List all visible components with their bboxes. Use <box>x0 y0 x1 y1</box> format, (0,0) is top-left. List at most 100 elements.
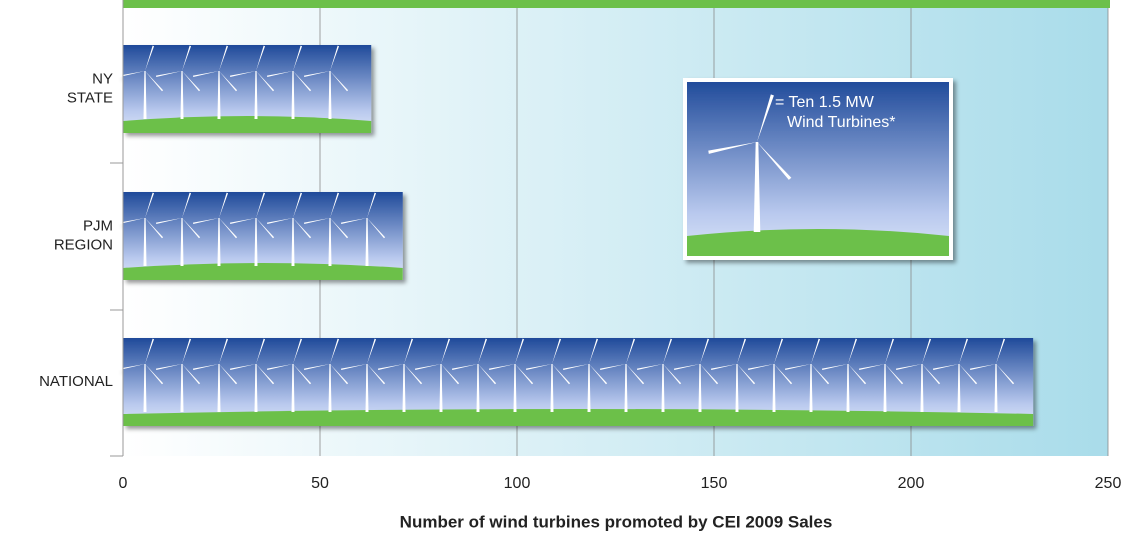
turbine-blade <box>156 364 182 371</box>
turbine-tower <box>143 71 147 119</box>
turbine-blade <box>404 364 423 385</box>
turbine-blade <box>256 218 275 239</box>
x-tick-label: 150 <box>701 475 728 492</box>
turbine-tower <box>328 364 332 412</box>
top-band <box>123 0 1110 8</box>
turbine-blade <box>219 338 229 364</box>
turbine-blade <box>748 364 774 371</box>
bar-ground <box>123 263 403 280</box>
turbine-tower <box>180 218 184 266</box>
turbine-tower <box>217 364 221 412</box>
turbine-blade <box>145 192 155 218</box>
turbine-tower <box>772 364 776 412</box>
turbine-blade <box>515 338 525 364</box>
turbine-blade <box>489 364 515 371</box>
bar-group <box>119 338 1034 426</box>
turbine-blade <box>757 142 792 180</box>
legend-text: = Ten 1.5 MW Wind Turbines* <box>775 94 896 131</box>
turbine-blade <box>811 338 821 364</box>
turbine-blade <box>219 192 229 218</box>
turbine-blade <box>304 364 330 371</box>
turbine-blade <box>330 364 349 385</box>
bar-group <box>119 45 372 133</box>
bar-group <box>119 192 403 280</box>
turbine-tower <box>254 71 258 119</box>
y-tick-label: NY STATE <box>67 70 113 106</box>
x-tick-label: 100 <box>504 475 531 492</box>
turbine-blade <box>182 45 192 71</box>
y-tick-label: PJM REGION <box>54 217 113 253</box>
turbine-blade <box>959 364 978 385</box>
bars <box>119 45 1034 426</box>
turbine-tower <box>476 364 480 412</box>
turbine-blade <box>774 338 784 364</box>
turbine-blade <box>182 71 201 92</box>
turbine-blade <box>145 218 164 239</box>
turbine-tower <box>587 364 591 412</box>
turbine-blade <box>811 364 830 385</box>
turbine-tower <box>254 218 258 266</box>
turbine-blade <box>182 338 192 364</box>
turbine-blade <box>230 364 256 371</box>
y-tick-label: NATIONAL <box>39 373 113 390</box>
turbine-tower <box>753 142 761 232</box>
turbine-blade <box>256 45 266 71</box>
turbine-blade <box>708 142 757 154</box>
turbine-blade <box>859 364 885 371</box>
legend-box <box>683 78 953 260</box>
turbine-blade <box>182 364 201 385</box>
turbine-blade <box>219 364 238 385</box>
turbine-blade <box>959 338 969 364</box>
turbine-blade <box>267 218 293 225</box>
turbine-blade <box>637 364 663 371</box>
turbine-blade <box>757 94 774 142</box>
turbine-blade <box>304 218 330 225</box>
turbine-blade <box>626 364 645 385</box>
turbine-blade <box>256 71 275 92</box>
turbine-blade <box>193 364 219 371</box>
turbine-tower <box>402 364 406 412</box>
turbine-blade <box>822 364 848 371</box>
turbine-blade <box>267 71 293 78</box>
turbine-blade <box>785 364 811 371</box>
turbine-blade <box>933 364 959 371</box>
turbine-blade <box>330 71 349 92</box>
turbine-tower <box>254 364 258 412</box>
x-tick-label: 250 <box>1095 475 1122 492</box>
turbine-blade <box>663 338 673 364</box>
turbine-blade <box>885 364 904 385</box>
turbine-tower <box>291 364 295 412</box>
legend-ground <box>687 229 949 256</box>
turbine-blade <box>415 364 441 371</box>
turbine-blade <box>700 364 719 385</box>
turbine-tower <box>439 364 443 412</box>
turbine-blade <box>341 218 367 225</box>
turbine-tower <box>994 364 998 412</box>
turbine-tower <box>365 218 369 266</box>
turbine-tower <box>143 364 147 412</box>
turbine-blade <box>367 364 386 385</box>
turbine-blade <box>145 71 164 92</box>
turbine-tower <box>328 218 332 266</box>
turbine-blade <box>293 218 312 239</box>
turbine-blade <box>219 71 238 92</box>
turbine-blade <box>774 364 793 385</box>
turbine-tower <box>180 364 184 412</box>
turbine-tower <box>957 364 961 412</box>
turbine-blade <box>182 192 192 218</box>
turbine-blade <box>367 338 377 364</box>
turbine-blade <box>478 364 497 385</box>
turbine-blade <box>330 192 340 218</box>
x-tick-label: 200 <box>898 475 925 492</box>
turbine-tower <box>328 71 332 119</box>
turbine-tower <box>550 364 554 412</box>
turbine-blade <box>700 338 710 364</box>
turbine-blade <box>145 338 155 364</box>
turbine-tower <box>217 218 221 266</box>
turbine-blade <box>563 364 589 371</box>
turbine-blade <box>341 364 367 371</box>
turbine-blade <box>145 45 155 71</box>
bar-ground <box>123 409 1034 426</box>
turbine-blade <box>378 364 404 371</box>
